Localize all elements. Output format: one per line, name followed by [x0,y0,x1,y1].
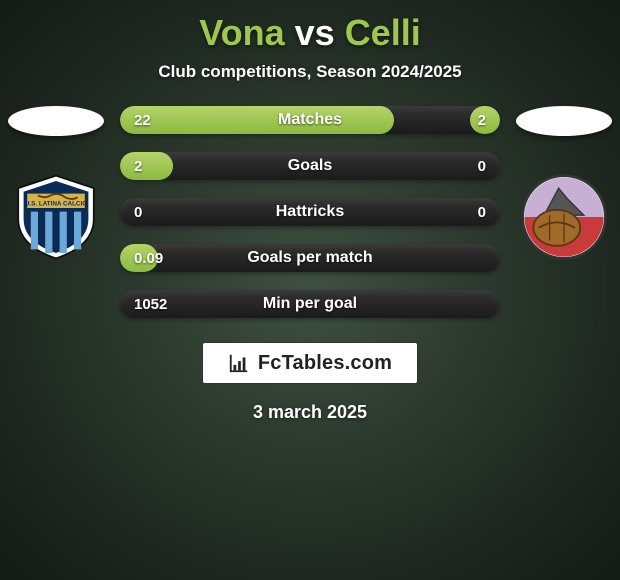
player-left-name: Vona [199,12,284,53]
stat-row: 0.09Goals per match [120,244,500,272]
player-right-name: Celli [345,12,421,53]
left-side: U.S. LATINA CALCIO [6,106,106,262]
right-side [514,106,614,262]
player-right-silhouette [516,106,612,136]
stat-value-right: 0 [478,204,486,221]
stats-column: 22Matches22Goals00Hattricks00.09Goals pe… [120,106,500,318]
vs-text: vs [295,12,335,53]
stat-label: Goals [120,157,500,175]
chart-icon [228,352,250,374]
comparison-content: U.S. LATINA CALCIO 22Matches22Goals00Hat… [0,106,620,318]
brand-text: FcTables.com [258,352,392,375]
stat-row: 1052Min per goal [120,290,500,318]
stat-row: 0Hattricks0 [120,198,500,226]
stat-row: 2Goals0 [120,152,500,180]
stat-value-right: 2 [478,112,486,129]
stat-label: Matches [120,111,500,129]
stat-row: 22Matches2 [120,106,500,134]
stat-label: Hattricks [120,203,500,221]
player-left-silhouette [8,106,104,136]
stat-label: Min per goal [120,295,500,313]
club-badge-right [519,172,609,262]
date-text: 3 march 2025 [0,402,620,423]
stat-label: Goals per match [120,249,500,267]
subtitle: Club competitions, Season 2024/2025 [0,62,620,82]
brand-box: FcTables.com [202,342,418,384]
club-badge-left: U.S. LATINA CALCIO [11,172,101,262]
stat-value-right: 0 [478,158,486,175]
comparison-title: Vona vs Celli [0,0,620,54]
svg-text:U.S. LATINA CALCIO: U.S. LATINA CALCIO [25,200,87,207]
